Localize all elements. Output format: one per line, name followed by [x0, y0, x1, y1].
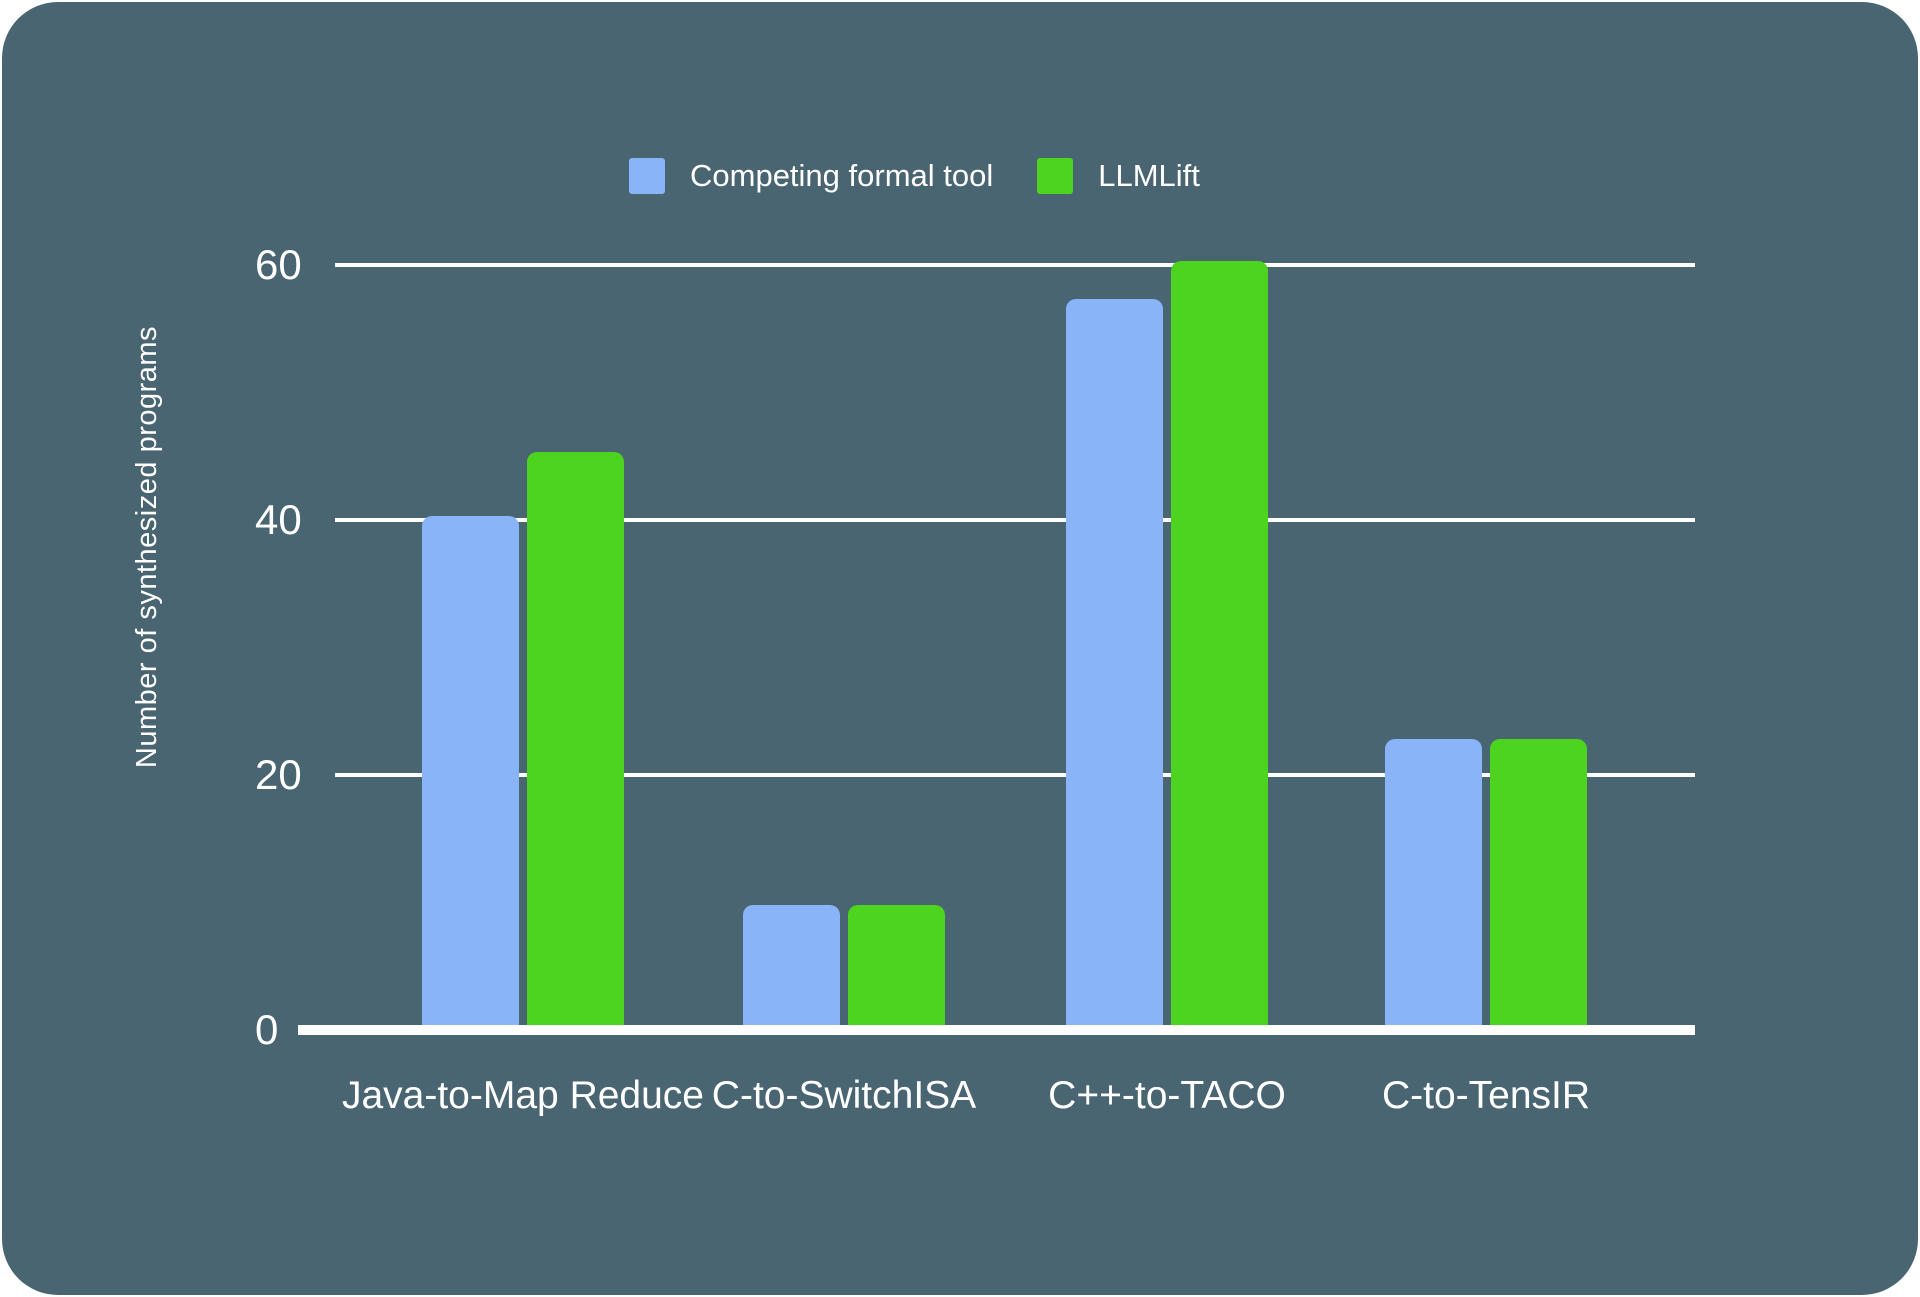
y-axis-title: Number of synthesized programs — [131, 325, 163, 769]
legend-label: Competing formal tool — [690, 158, 994, 193]
x-category-label-2: C-to-SwitchISA — [711, 1074, 977, 1117]
bar-llmlift-2 — [848, 904, 945, 1026]
gridline-40 — [335, 518, 1695, 522]
x-axis-baseline — [298, 1025, 1695, 1035]
gridline-60 — [335, 263, 1695, 267]
bar-llmlift-1 — [527, 452, 624, 1026]
x-category-label-4: C-to-TensIR — [1381, 1074, 1591, 1117]
bar-competing-2 — [743, 904, 840, 1026]
legend-swatch-green-icon — [1037, 158, 1074, 194]
chart-legend: Competing formal tool LLMLift — [629, 155, 1200, 197]
x-category-label-1: Java-to-Map Reduce — [341, 1074, 704, 1117]
y-tick-label-0: 0 — [255, 1006, 279, 1053]
bar-competing-3 — [1066, 299, 1163, 1026]
bar-llmlift-3 — [1171, 261, 1268, 1026]
legend-item-competing-formal-tool: Competing formal tool — [629, 155, 993, 197]
bar-competing-4 — [1385, 739, 1482, 1026]
legend-item-llmlift: LLMLift — [1037, 155, 1200, 197]
y-tick-label-60: 60 — [255, 241, 302, 288]
x-category-label-3: C++-to-TACO — [1048, 1074, 1286, 1117]
bar-competing-1 — [422, 516, 519, 1026]
y-tick-label-40: 40 — [255, 496, 302, 543]
legend-swatch-blue-icon — [629, 158, 665, 194]
y-tick-label-20: 20 — [255, 751, 302, 798]
legend-label: LLMLift — [1098, 158, 1200, 193]
gridline-20 — [335, 773, 1695, 777]
bar-llmlift-4 — [1490, 739, 1587, 1026]
